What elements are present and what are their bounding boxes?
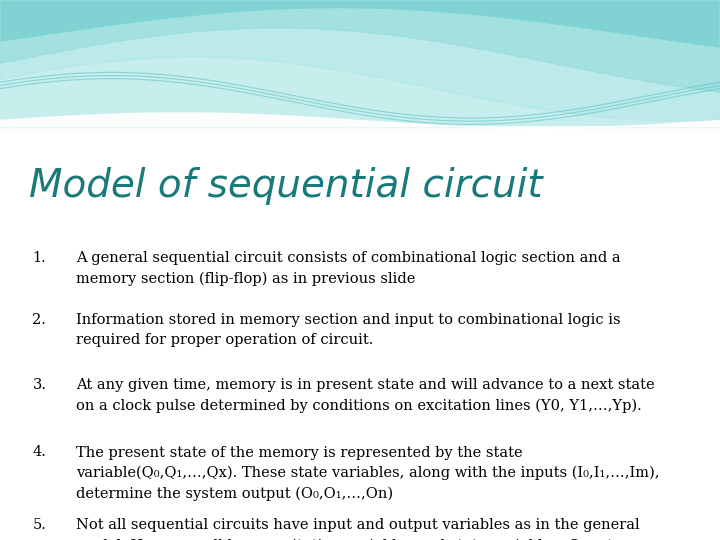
Text: At any given time, memory is in present state and will advance to a next state
o: At any given time, memory is in present …: [76, 378, 654, 413]
Polygon shape: [0, 127, 720, 540]
Text: Model of sequential circuit: Model of sequential circuit: [29, 167, 542, 205]
Text: 3.: 3.: [32, 378, 46, 392]
Text: Not all sequential circuits have input and output variables as in the general
mo: Not all sequential circuits have input a…: [76, 518, 665, 540]
Text: The present state of the memory is represented by the state
variable(Q₀,Q₁,…,Qx): The present state of the memory is repre…: [76, 446, 659, 501]
Text: 5.: 5.: [32, 518, 46, 532]
Text: 4.: 4.: [32, 446, 46, 460]
Text: 2.: 2.: [32, 313, 46, 327]
Text: Information stored in memory section and input to combinational logic is
require: Information stored in memory section and…: [76, 313, 620, 347]
Text: 1.: 1.: [32, 251, 46, 265]
Polygon shape: [0, 0, 720, 127]
Text: A general sequential circuit consists of combinational logic section and a
memor: A general sequential circuit consists of…: [76, 251, 620, 286]
